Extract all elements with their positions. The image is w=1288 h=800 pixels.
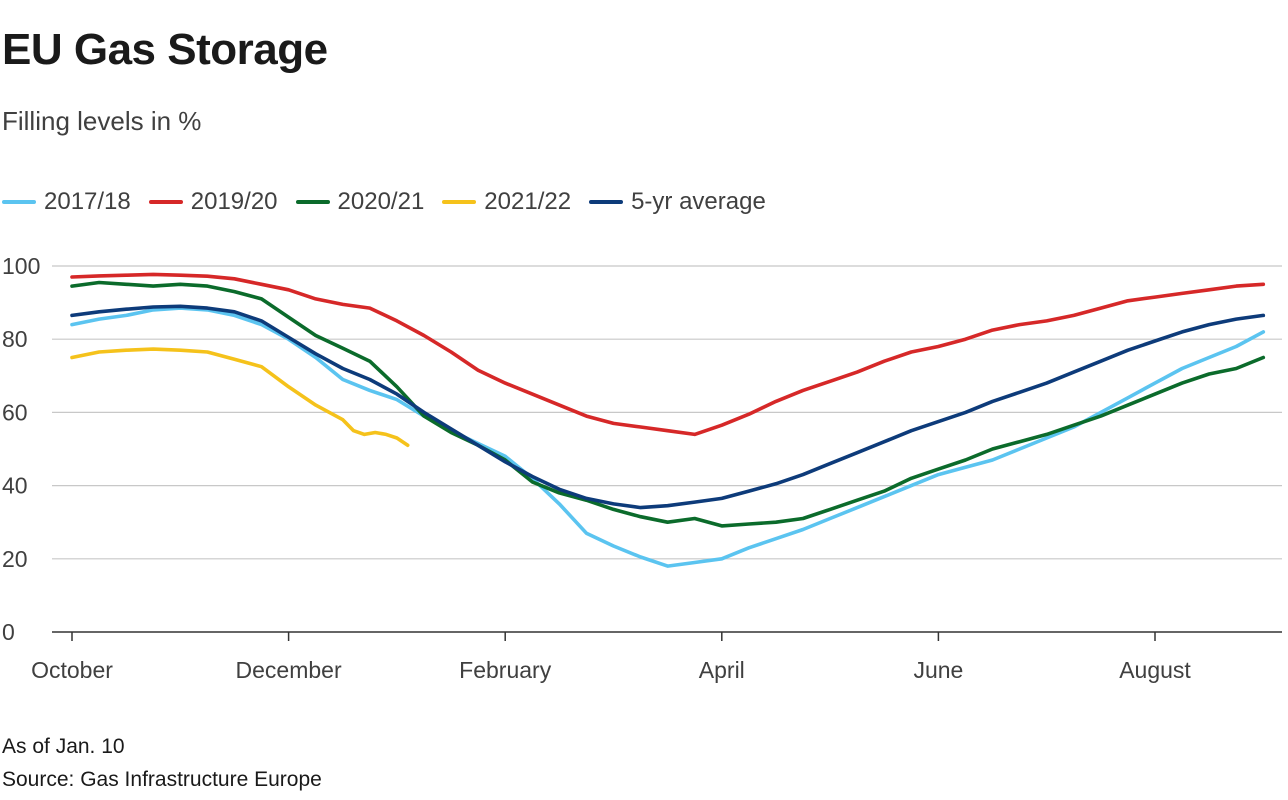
legend-swatch (589, 200, 624, 204)
legend-item: 2021/22 (442, 186, 571, 218)
chart-title: EU Gas Storage (2, 25, 328, 74)
legend: 2017/18 2019/20 2020/21 2021/22 5-yr average (2, 186, 766, 218)
legend-label: 2021/22 (484, 188, 572, 215)
x-tick-label: February (459, 657, 552, 683)
x-tick-label: April (699, 657, 745, 683)
legend-label: 2017/18 (44, 188, 131, 215)
legend-item: 2017/18 (2, 186, 131, 218)
series-line-2021-22 (70, 347, 410, 448)
legend-item: 2020/21 (295, 186, 425, 218)
x-tick-label: June (913, 657, 963, 683)
legend-swatch (2, 200, 36, 204)
x-tick-label: August (1119, 657, 1191, 683)
line-chart: 0 20 40 60 80 100 October December February April… (2, 253, 1282, 683)
legend-swatch (442, 200, 477, 204)
x-tick-label: October (31, 657, 113, 683)
y-tick-label: 20 (2, 546, 28, 572)
y-tick-label: 100 (2, 253, 40, 279)
y-tick-label: 60 (2, 399, 28, 425)
legend-swatch (148, 200, 183, 204)
legend-label: 5-yr average (631, 188, 766, 215)
legend-swatch (295, 200, 330, 204)
series-line-2017-18 (70, 306, 1266, 568)
legend-item: 5-yr average (589, 186, 766, 218)
legend-label: 2019/20 (190, 188, 278, 215)
source-note: Source: Gas Infrastructure Europe (2, 768, 322, 791)
series-line-2019-20 (70, 272, 1266, 437)
legend-item: 2019/20 (148, 186, 278, 218)
y-tick-label: 0 (2, 619, 15, 645)
legend-label: 2020/21 (337, 188, 425, 215)
y-tick-label: 80 (2, 326, 28, 352)
y-tick-label: 40 (2, 473, 28, 499)
footnote: As of Jan. 10 (2, 735, 125, 758)
series-line-5-yr-average (70, 304, 1266, 510)
series-line-2020-21 (70, 280, 1266, 528)
x-tick-label: December (236, 657, 342, 683)
chart-subtitle: Filling levels in % (2, 106, 202, 136)
